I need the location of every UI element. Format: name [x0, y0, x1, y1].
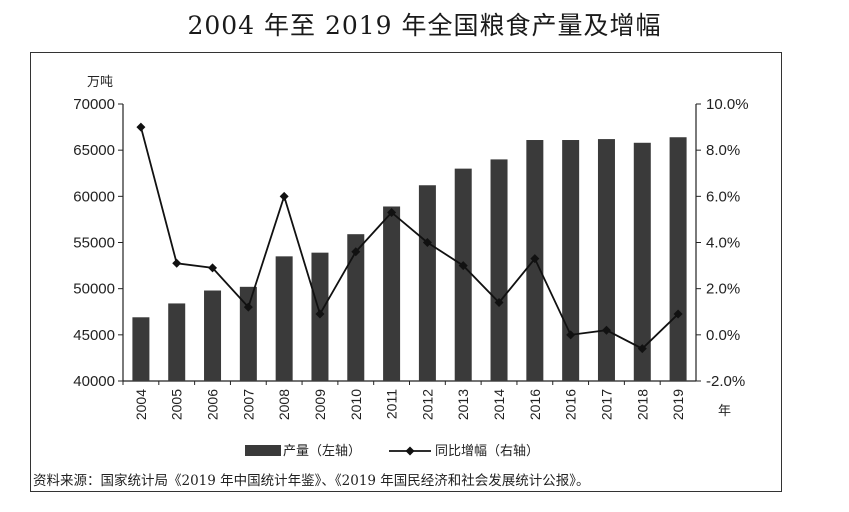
growth-point-2011 — [387, 207, 397, 217]
bar-2006 — [204, 290, 222, 381]
bar-2007 — [239, 286, 257, 381]
right-tick-label: 0.0% — [706, 327, 740, 344]
bar-2013 — [454, 168, 472, 381]
x-tick-label: 2016 — [563, 389, 579, 420]
left-tick-label: 60000 — [73, 188, 115, 205]
x-tick-label: 2018 — [634, 389, 650, 420]
axes: 70000 65000 60000 55000 50000 45000 40000 10.0%… — [73, 75, 748, 420]
bar-2012 — [418, 185, 436, 381]
x-tick-label: 2014 — [491, 389, 507, 420]
bar-2017 — [597, 139, 615, 381]
bar-2010 — [347, 234, 365, 381]
x-tick-label: 2010 — [348, 389, 364, 420]
growth-point-2019 — [673, 309, 683, 319]
growth-point-2005 — [172, 258, 182, 268]
x-tick-label: 2019 — [670, 389, 686, 420]
legend: 产量（左轴） 同比增幅（右轴） — [245, 444, 539, 459]
x-tick-label: 2012 — [419, 389, 435, 420]
x-tick-label: 2013 — [455, 389, 471, 420]
bar-2011 — [383, 206, 401, 381]
legend-bar-swatch — [245, 445, 281, 456]
left-axis-unit: 万吨 — [87, 75, 113, 90]
growth-point-2013 — [458, 261, 468, 271]
right-tick-label: 2.0% — [706, 281, 740, 298]
bar-2018 — [633, 142, 651, 381]
x-tick-label: 2007 — [240, 389, 256, 420]
bar-2019 — [669, 137, 687, 381]
right-tick-label: 6.0% — [706, 188, 740, 205]
growth-point-2016 — [566, 330, 576, 340]
left-tick-label: 65000 — [73, 142, 115, 159]
growth-point-2014 — [494, 298, 504, 308]
right-tick-label: 4.0% — [706, 235, 740, 252]
right-tick-label: 8.0% — [706, 142, 740, 159]
line-series — [136, 122, 683, 354]
growth-point-2006 — [208, 263, 218, 273]
x-tick-label: 2011 — [384, 389, 400, 419]
right-tick-label: 10.0% — [706, 96, 749, 113]
growth-point-2010 — [351, 247, 361, 257]
bar-2014 — [490, 159, 508, 381]
bar-2008 — [275, 256, 293, 381]
x-tick-label: 2016 — [527, 389, 543, 420]
bar-2005 — [168, 303, 186, 381]
growth-point-2004 — [136, 122, 146, 132]
legend-line-marker — [405, 446, 415, 456]
chart-title: 2004 年至 2019 年全国粮食产量及增幅 — [187, 11, 662, 40]
left-tick-label: 50000 — [73, 281, 115, 298]
x-tick-label: 2017 — [598, 389, 614, 420]
left-tick-label: 40000 — [73, 373, 115, 390]
bar-2016 — [562, 140, 580, 381]
left-tick-label: 70000 — [73, 96, 115, 113]
chart-frame: 70000 65000 60000 55000 50000 45000 40000 10.0%… — [30, 52, 782, 492]
right-tick-label: -2.0% — [706, 373, 745, 390]
source-note: 资料来源：国家统计局《2019 年中国统计年鉴》、《2019 年国民经济和社会发… — [33, 473, 590, 489]
x-tick-label: 2004 — [133, 389, 149, 420]
bar-2004 — [132, 317, 150, 381]
x-axis-unit: 年 — [718, 404, 731, 419]
bar-series — [132, 137, 687, 381]
growth-point-2008 — [279, 191, 289, 201]
growth-point-2007 — [243, 302, 253, 312]
x-tick-label: 2006 — [205, 389, 221, 420]
growth-point-2018 — [637, 344, 647, 354]
x-tick-label: 2008 — [276, 389, 292, 420]
left-tick-label: 45000 — [73, 327, 115, 344]
x-tick-label: 2005 — [169, 389, 185, 420]
chart-svg: 70000 65000 60000 55000 50000 45000 40000 10.0%… — [73, 75, 748, 459]
x-tick-label: 2009 — [312, 389, 328, 420]
growth-line — [140, 126, 679, 350]
growth-point-2012 — [422, 238, 432, 247]
left-tick-label: 55000 — [73, 235, 115, 252]
growth-point-2017 — [601, 325, 611, 335]
growth-point-2009 — [315, 309, 325, 319]
legend-bar-label: 产量（左轴） — [283, 444, 361, 459]
legend-line-label: 同比增幅（右轴） — [435, 444, 539, 459]
